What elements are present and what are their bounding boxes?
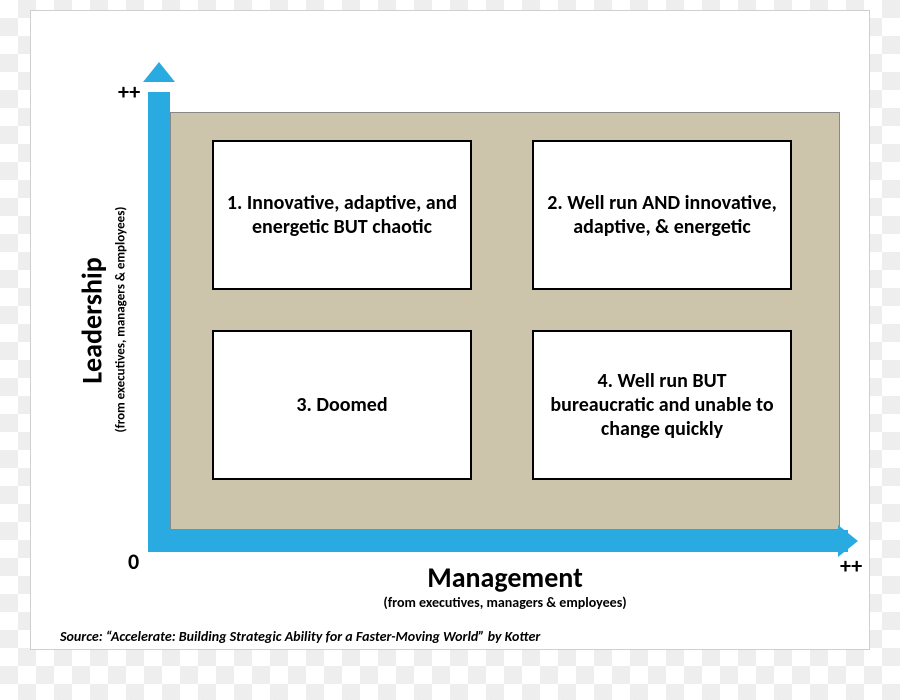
quadrant-3: 3. Doomed <box>212 330 472 480</box>
y-axis-label: Leadership <box>75 121 110 521</box>
quadrant-1: 1. Innovative, adaptive, and energetic B… <box>212 140 472 290</box>
x-axis-max-label: ++ <box>840 552 862 579</box>
y-axis-bar <box>148 92 170 552</box>
x-axis-bar <box>148 530 848 552</box>
y-axis-sublabel: (from executives, managers & employees) <box>114 120 129 520</box>
quadrant-2: 2. Well run AND innovative, adaptive, & … <box>532 140 792 290</box>
y-axis-max-label: ++ <box>118 78 140 105</box>
axis-origin-label: 0 <box>128 548 139 575</box>
x-axis-label: Management <box>170 560 840 595</box>
source-citation: Source: “Accelerate: Building Strategic … <box>60 628 540 645</box>
y-axis-arrow-icon <box>143 62 175 82</box>
x-axis-sublabel: (from executives, managers & employees) <box>170 594 840 611</box>
quadrant-4: 4. Well run BUT bureaucratic and unable … <box>532 330 792 480</box>
